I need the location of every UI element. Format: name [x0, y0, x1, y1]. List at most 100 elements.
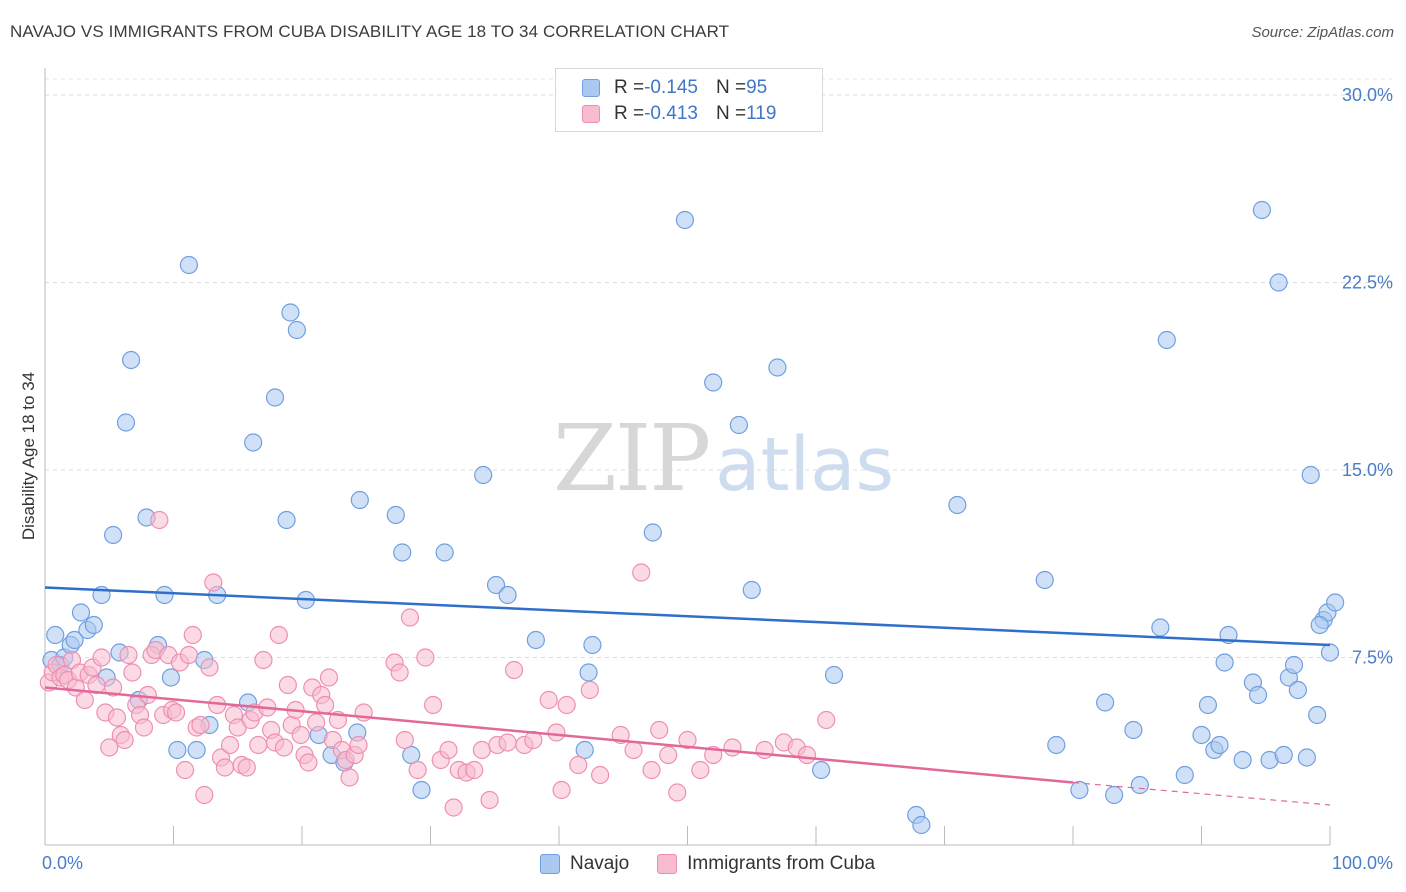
navajo-point — [277, 510, 296, 530]
navajo-point — [474, 465, 493, 485]
navajo-point — [155, 585, 174, 605]
navajo-point — [1326, 593, 1345, 612]
cuba-point — [107, 708, 127, 727]
navajo-point — [486, 575, 506, 595]
navajo-point — [575, 740, 594, 760]
cuba-point — [319, 668, 339, 687]
navajo-point — [675, 210, 695, 230]
legend-n-value: 119 — [746, 103, 777, 124]
navajo-point — [1047, 735, 1066, 755]
cuba-point — [423, 695, 443, 715]
legend-label-cuba: Immigrants from Cuba — [687, 853, 876, 874]
navajo-point — [161, 668, 181, 687]
cuba-point — [395, 730, 414, 750]
cuba-point — [569, 755, 588, 775]
navajo-point — [386, 505, 405, 525]
legend-r-value: -0.145 — [644, 77, 698, 98]
cuba-point — [307, 713, 326, 732]
navajo-point — [1198, 695, 1218, 715]
navajo-point — [265, 388, 285, 407]
cuba-point — [254, 650, 273, 670]
y-tick-label: 7.5% — [1352, 648, 1393, 668]
navajo-point — [729, 415, 749, 435]
navajo-point — [71, 603, 91, 622]
cuba-point — [278, 675, 297, 695]
y-tick-label: 30.0% — [1342, 85, 1393, 105]
series-legend: Navajo Immigrants from Cuba — [540, 852, 903, 876]
navajo-point — [1070, 780, 1089, 800]
y-axis-title: Disability Age 18 to 34 — [19, 372, 38, 540]
source-label: Source: ZipAtlas.com — [1251, 24, 1394, 41]
navajo-point — [1233, 750, 1252, 770]
cuba-point — [75, 690, 94, 710]
navajo-point — [768, 358, 787, 377]
navajo-point — [121, 350, 141, 370]
cuba-point — [539, 690, 558, 710]
legend-item-navajo: Navajo — [540, 853, 629, 875]
navajo-point — [1105, 785, 1124, 805]
cuba-point — [591, 765, 610, 785]
cuba-point — [498, 733, 517, 752]
navajo-point — [643, 523, 662, 542]
navajo-point — [104, 525, 123, 545]
cuba-point — [204, 573, 223, 592]
navajo-point — [579, 663, 598, 682]
cuba-point — [755, 740, 774, 760]
legend-swatch-navajo — [582, 79, 600, 97]
cuba-point — [465, 760, 484, 780]
cuba-point — [691, 760, 710, 780]
cuba-point — [580, 680, 599, 700]
cuba-point — [552, 780, 571, 800]
cuba-point — [175, 760, 195, 780]
legend-label-navajo: Navajo — [570, 853, 630, 874]
cuba-point — [650, 720, 669, 740]
cuba-point — [100, 738, 119, 757]
cuba-point — [316, 695, 335, 715]
cuba-point — [150, 510, 169, 530]
navajo-point — [1284, 655, 1304, 675]
legend-row-cuba: R = -0.413 N = 119 — [582, 102, 776, 126]
navajo-point — [948, 495, 967, 515]
navajo-point — [1269, 273, 1288, 292]
navajo-point — [704, 373, 723, 392]
cuba-point — [408, 760, 427, 780]
legend-row-navajo: R = -0.145 N = 95 — [582, 76, 767, 100]
cuba-point — [119, 645, 138, 665]
cuba-point — [249, 735, 268, 755]
navajo-point — [1192, 725, 1211, 745]
cuba-point — [642, 760, 661, 780]
navajo-point — [1297, 748, 1316, 767]
navajo-point — [287, 320, 306, 340]
navajo-point — [402, 745, 421, 765]
navajo-point — [1215, 653, 1234, 672]
navajo-point — [583, 635, 602, 655]
cuba-point — [557, 695, 576, 715]
y-tick-label: 22.5% — [1342, 273, 1393, 293]
x-tick-label: 100.0% — [1332, 853, 1393, 873]
cuba-point — [723, 738, 742, 757]
cuba-point — [400, 608, 420, 627]
cuba-point — [632, 563, 651, 582]
legend-swatch-navajo — [540, 854, 560, 874]
navajo-point — [812, 760, 831, 780]
legend-r-value: -0.413 — [644, 103, 698, 124]
cuba-point — [416, 648, 435, 667]
navajo-point — [498, 585, 517, 605]
cuba-point — [817, 710, 836, 730]
cuba-point — [183, 625, 202, 645]
watermark-zip: ZIP — [553, 405, 711, 512]
navajo-point — [912, 815, 931, 835]
cuba-point — [269, 625, 288, 645]
navajo-point — [1288, 680, 1307, 700]
cuba-trendline-extension — [1072, 781, 1331, 806]
navajo-trendline — [44, 586, 1331, 647]
cuba-point — [215, 758, 234, 777]
cuba-point — [291, 725, 310, 745]
cuba-point — [668, 783, 687, 802]
legend-r-label: R = — [614, 77, 645, 98]
cuba-point — [195, 785, 214, 805]
navajo-point — [824, 665, 844, 685]
cuba-trendline — [44, 686, 1074, 784]
cuba-point — [439, 740, 458, 760]
